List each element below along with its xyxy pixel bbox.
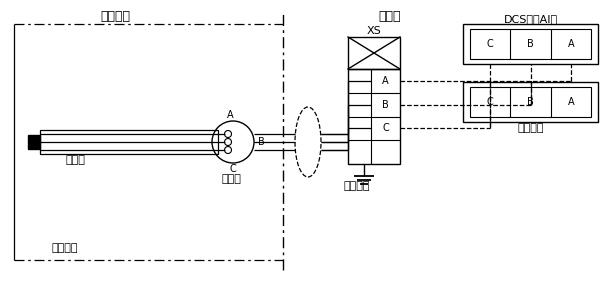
Text: 工艺设备: 工艺设备 bbox=[52, 243, 78, 253]
Text: 接线盒: 接线盒 bbox=[221, 174, 241, 184]
Text: B: B bbox=[527, 39, 534, 49]
Bar bbox=[348, 37, 400, 69]
Bar bbox=[40, 130, 218, 154]
Text: B: B bbox=[382, 100, 389, 110]
Bar bbox=[28, 135, 40, 149]
Text: C: C bbox=[230, 164, 236, 174]
Text: DCS系统AI卡: DCS系统AI卡 bbox=[503, 14, 558, 24]
Text: B: B bbox=[258, 137, 265, 147]
Text: A: A bbox=[568, 39, 574, 49]
Text: 生产现场: 生产现场 bbox=[100, 10, 130, 23]
Bar bbox=[463, 24, 598, 64]
Text: 热电阻: 热电阻 bbox=[65, 155, 85, 165]
Bar bbox=[463, 82, 598, 122]
Bar bbox=[470, 29, 591, 59]
Bar bbox=[470, 87, 591, 117]
Text: C: C bbox=[487, 39, 494, 49]
Text: 接线端子: 接线端子 bbox=[343, 181, 370, 191]
Text: C: C bbox=[487, 97, 494, 107]
Text: 显示仪表: 显示仪表 bbox=[518, 123, 544, 133]
Text: A: A bbox=[227, 110, 233, 120]
Text: 控制室: 控制室 bbox=[379, 10, 401, 23]
Text: B: B bbox=[527, 97, 534, 107]
Text: XS: XS bbox=[367, 26, 381, 36]
Bar bbox=[348, 69, 400, 164]
Text: A: A bbox=[568, 97, 574, 107]
Text: C: C bbox=[382, 124, 389, 133]
Text: A: A bbox=[382, 76, 389, 86]
